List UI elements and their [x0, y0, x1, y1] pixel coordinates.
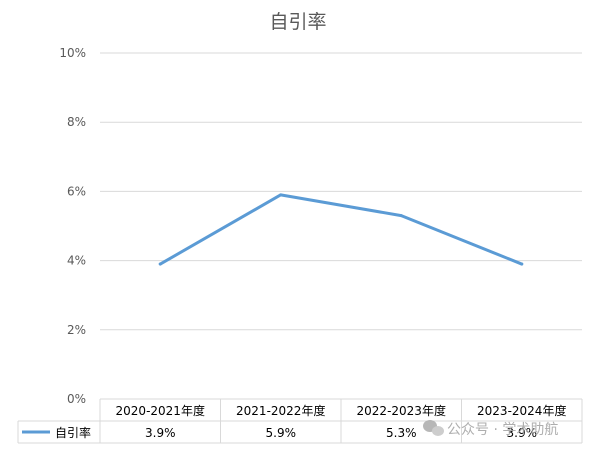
data-label: 3.9%: [145, 426, 176, 440]
data-point: [158, 262, 162, 266]
wechat-icon: [423, 420, 444, 436]
data-point: [279, 193, 283, 197]
legend-label: 自引率: [55, 425, 91, 440]
data-label: 5.9%: [266, 426, 297, 440]
series-layer: [158, 193, 524, 266]
watermark: 公众号 · 学术助航: [423, 420, 558, 438]
x-category-label: 2023-2024年度: [477, 403, 566, 418]
x-category-label: 2020-2021年度: [116, 403, 205, 418]
data-label: 3.9%: [507, 426, 538, 440]
y-tick-label: 2%: [67, 323, 86, 337]
data-point: [399, 214, 403, 218]
data-point: [520, 262, 524, 266]
gridlines: [100, 52, 582, 331]
y-axis-ticks: 0% 2% 4% 6% 8% 10%: [59, 46, 86, 406]
data-table: 2020-2021年度 2021-2022年度 2022-2023年度 2023-20…: [17, 398, 583, 444]
y-tick-label: 6%: [67, 184, 86, 198]
data-label: 5.3%: [386, 426, 417, 440]
x-category-label: 2021-2022年度: [236, 403, 325, 418]
y-tick-label: 10%: [59, 46, 86, 60]
series-line: [158, 193, 524, 266]
x-category-label: 2022-2023年度: [357, 403, 446, 418]
y-tick-label: 8%: [67, 115, 86, 129]
watermark-text: 公众号 · 学术助航: [447, 422, 558, 438]
y-tick-label: 0%: [67, 392, 86, 406]
chart-title: 自引率: [269, 11, 326, 33]
y-tick-label: 4%: [67, 254, 86, 268]
